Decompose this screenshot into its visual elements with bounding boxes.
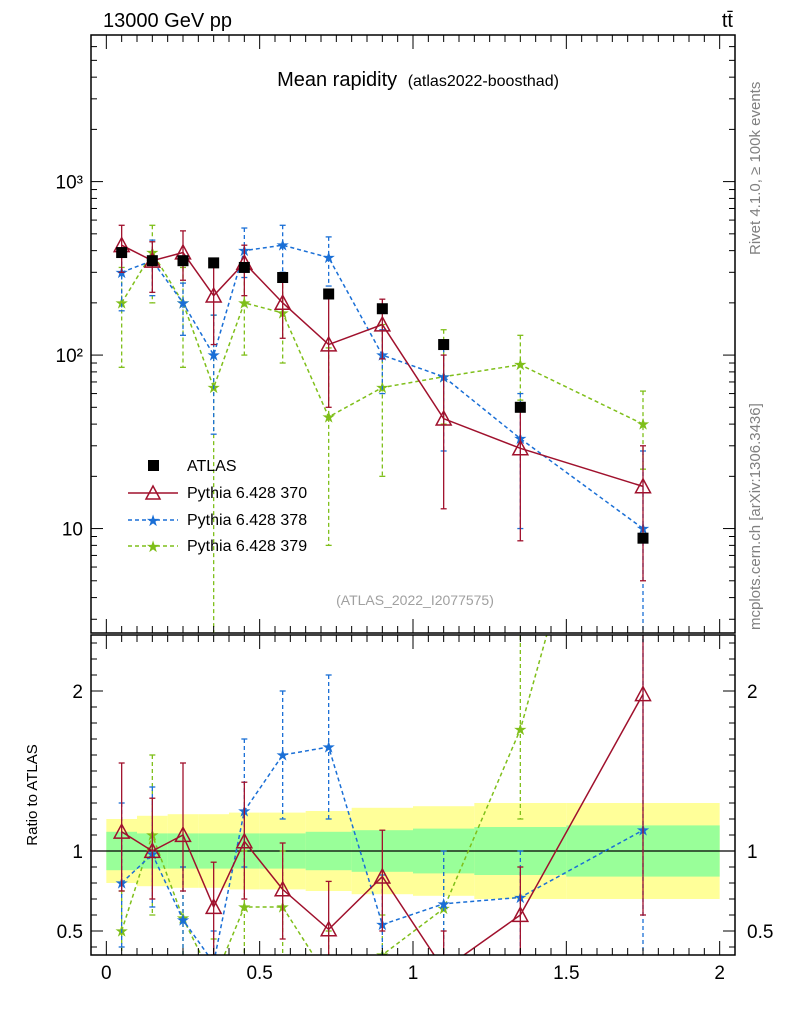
process-label: tt̄ [722,10,734,32]
x-tick-label: 2 [714,963,725,984]
series-marker-star: ★ [636,417,650,434]
legend-marker-atlas [148,460,159,471]
atlas-data-point [116,247,128,259]
series-marker-star: ★ [321,409,335,426]
atlas-data-point [637,532,649,544]
ratio-tick-label: 1 [72,842,83,863]
series-marker-triangle [204,286,223,303]
series-marker-star: ★ [114,265,128,282]
series-marker-triangle [436,962,451,976]
legend-marker-379: ★ [146,539,160,556]
series-marker-triangle [511,905,530,923]
energy-label: 13000 GeV pp [103,10,232,32]
series-marker-triangle [319,920,338,937]
series-marker-triangle [235,832,254,849]
series-marker-triangle [634,685,652,702]
x-tick-label: 1 [408,963,419,984]
main-plot-area: ★★★★★★★★★★★★★★★★★★★★★★ [112,224,652,633]
y-tick-label: 10 [62,520,83,541]
series-marker-triangle [273,880,292,897]
series-marker-triangle [634,477,652,494]
series-marker-star: ★ [176,295,190,312]
series-marker-star: ★ [237,900,251,917]
series-marker-triangle [273,293,292,310]
x-tick-label: 0 [101,963,112,984]
chart-title: Mean rapidity (atlas2022-boosthad) [277,69,559,91]
series-marker-star: ★ [237,295,251,312]
series-marker-star: ★ [321,250,335,267]
ratio-tick-label: 2 [72,682,83,703]
x-axis-ticks: 0 0.5 1 1.5 2 [101,35,725,984]
atlas-data-point [177,255,189,267]
series-marker-triangle [511,439,530,456]
series-marker-triangle [373,867,392,884]
legend-marker-370 [144,484,162,500]
y-tick-label: 10² [56,346,83,367]
atlas-data-point [438,339,450,351]
ratio-plot-area: ★★★★★ ★★★★★★★★★★★★ ★★★ ★★ [91,284,735,990]
series-1-line [121,244,644,530]
ratio-tick-label: 1 [747,842,758,863]
watermark-label: (ATLAS_2022_I2077575) [336,592,494,608]
series-marker-star: ★ [436,896,450,913]
series-marker-star: ★ [176,912,190,929]
legend-label-379: Pythia 6.428 379 [187,538,307,555]
chart-title-main: Mean rapidity [277,69,397,91]
ratio-panel-frame [90,634,736,956]
chart-subtitle: (atlas2022-boosthad) [408,73,559,90]
series-marker-star: ★ [206,348,220,365]
atlas-data-point [376,303,388,315]
series-marker-triangle [373,315,392,332]
atlas-data-point [208,257,220,269]
atlas-data-point [323,288,335,300]
legend-marker-378: ★ [146,513,160,530]
side-label-top: Rivet 4.1.0, ≥ 100k events [747,82,764,255]
series-marker-triangle [112,822,131,839]
legend-label-370: Pythia 6.428 370 [187,485,307,502]
side-label-bottom: mcplots.cern.ch [arXiv:1306.3436] [747,403,764,630]
series-marker-star: ★ [321,740,335,757]
atlas-data-point [238,261,250,273]
series-marker-star: ★ [275,238,289,255]
main-axis-ticks: 10 10² 10³ [56,34,735,620]
legend-label-378: Pythia 6.428 378 [187,512,307,529]
series-marker-triangle [434,409,453,426]
y-tick-label: 10³ [56,173,83,194]
ratio-tick-label: 2 [747,682,758,703]
series-marker-star: ★ [513,722,527,739]
legend: ATLAS Pythia 6.428 370 ★ Pythia 6.428 37… [128,458,307,556]
series-marker-triangle [174,825,192,843]
series-marker-star: ★ [206,973,220,990]
x-tick-label: 0.5 [246,963,272,984]
atlas-data-point [277,272,289,284]
legend-label-atlas: ATLAS [187,458,237,475]
series-marker-star: ★ [321,972,335,989]
series-marker-star: ★ [206,956,220,973]
series-marker-star: ★ [275,748,289,765]
ratio-y-axis-label: Ratio to ATLAS [24,744,41,845]
atlas-data-point [514,401,526,413]
series-marker-star: ★ [513,357,527,374]
ratio-tick-label: 0.5 [57,922,83,943]
ratio-axis-ticks: 0.5 0.5 1 1 2 2 [57,642,773,948]
series-marker-star: ★ [636,284,650,301]
series-marker-triangle [204,897,223,915]
atlas-data-point [146,255,158,267]
series-marker-triangle [319,335,338,352]
series-marker-triangle [143,841,162,859]
x-tick-label: 1.5 [553,963,579,984]
ratio-tick-label: 0.5 [747,922,773,943]
